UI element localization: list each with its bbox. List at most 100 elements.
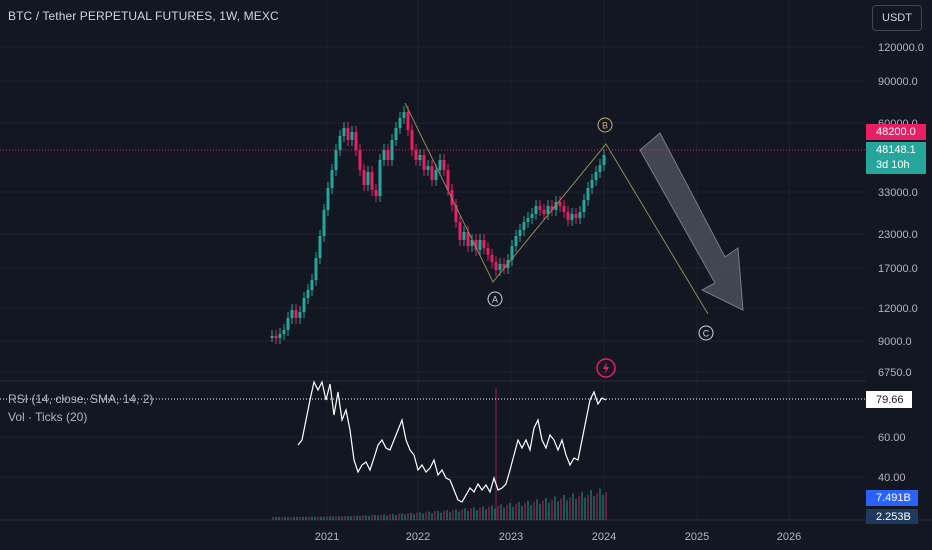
candle-body [406, 112, 410, 130]
candle-body [602, 155, 606, 165]
time-tick-label: 2021 [315, 531, 339, 543]
candle-body [386, 150, 390, 160]
candle-body [426, 166, 430, 170]
volume-bar [497, 505, 499, 520]
volume-bar [524, 502, 526, 520]
candle-body [526, 218, 530, 222]
rsi-indicator-label[interactable]: RSI (14, close, SMA, 14, 2) [8, 392, 154, 406]
volume-bar [590, 490, 592, 520]
candle-body [522, 222, 526, 230]
volume-bar [473, 507, 475, 520]
price-tick-label: 90000.0 [878, 76, 918, 88]
volume-bar [335, 516, 337, 520]
volume-bar [404, 514, 406, 520]
volume-bar [329, 516, 331, 520]
volume-bar [365, 515, 367, 520]
candle-body [346, 128, 350, 140]
candle-body [270, 336, 274, 338]
candle-body [470, 240, 474, 246]
candle-body [422, 155, 426, 170]
candle-body [438, 160, 442, 170]
volume-bar [479, 507, 481, 520]
down-arrow-projection [639, 132, 744, 311]
time-tick-label: 2025 [685, 531, 709, 543]
volume-bar [374, 514, 376, 520]
time-axis: 2021 2022 2023 2024 2025 2026 [315, 531, 801, 543]
volume-bar [563, 494, 565, 520]
volume-bar [407, 513, 409, 520]
candle-body [478, 240, 482, 250]
volume-bar [320, 516, 322, 520]
candle-body [570, 214, 574, 220]
candle-body [498, 264, 502, 270]
candle-body [566, 212, 570, 220]
volume-bar [509, 503, 511, 520]
volume-indicator-label[interactable]: Vol · Ticks (20) [8, 410, 88, 424]
volume-bar [557, 501, 559, 520]
candle-body [274, 336, 278, 338]
candle-body [554, 202, 558, 210]
volume-bar [485, 509, 487, 520]
candle-body [298, 312, 302, 318]
volume-bar [338, 516, 340, 520]
volume-bar [596, 493, 598, 520]
candle-body [442, 160, 446, 170]
volume-bar [287, 516, 289, 520]
candle-body [530, 214, 534, 218]
volume-bar [605, 492, 607, 520]
volume-bar [470, 508, 472, 520]
price-candles [270, 106, 606, 344]
currency-button[interactable]: USDT [872, 5, 922, 31]
volume-bar [302, 516, 304, 520]
volume-bar [314, 516, 316, 520]
volume-bar [290, 516, 292, 520]
volume-bar [344, 516, 346, 520]
candle-body [314, 258, 318, 280]
volume-bar [362, 515, 364, 520]
candle-body [302, 298, 306, 312]
candle-body [366, 172, 370, 185]
volume-bar [503, 507, 505, 520]
price-axis: 120000.090000.060000.033000.023000.01700… [878, 42, 924, 379]
lightning-icon[interactable] [596, 358, 616, 378]
price-tick-label: 17000.0 [878, 263, 918, 275]
volume-bar [413, 514, 415, 520]
volume-bar [371, 515, 373, 520]
volume-bar [506, 504, 508, 520]
candle-body [394, 128, 398, 140]
volume-bar [422, 513, 424, 520]
volume-bar [398, 513, 400, 520]
candle-body [306, 290, 310, 298]
volume-bar [293, 516, 295, 520]
candle-body [430, 166, 434, 180]
volume-bar [545, 497, 547, 520]
volume-bar [284, 516, 286, 520]
volume-bar [326, 516, 328, 520]
volume-bar [521, 505, 523, 520]
volume-bar [518, 501, 520, 520]
candle-body [318, 236, 322, 258]
volume-bar [308, 516, 310, 520]
volume-bar [464, 508, 466, 520]
candle-body [402, 112, 406, 118]
price-tick-label: 120000.0 [878, 42, 924, 54]
volume-bar [491, 505, 493, 520]
candle-body [486, 248, 490, 255]
volume-bar [311, 516, 313, 520]
volume-bar [494, 508, 496, 520]
time-tick-label: 2023 [499, 531, 523, 543]
candle-body [594, 172, 598, 180]
rsi-tick-label: 60.00 [878, 432, 906, 444]
volume-bar [584, 497, 586, 520]
volume-bar [461, 509, 463, 520]
candle-body [282, 330, 286, 334]
volume-bar [389, 514, 391, 520]
wave-label-b: B [597, 117, 613, 133]
volume-bar [377, 515, 379, 520]
volume-bar [458, 511, 460, 520]
chart-grid [0, 0, 932, 521]
rsi-axis: 60.00 40.00 [878, 432, 906, 484]
volume-bar [305, 516, 307, 520]
candle-body [494, 262, 498, 270]
